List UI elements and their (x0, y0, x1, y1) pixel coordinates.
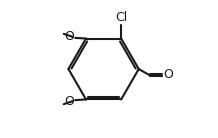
Text: O: O (64, 30, 74, 43)
Text: Cl: Cl (115, 11, 127, 24)
Text: O: O (64, 95, 74, 108)
Text: O: O (163, 68, 173, 81)
